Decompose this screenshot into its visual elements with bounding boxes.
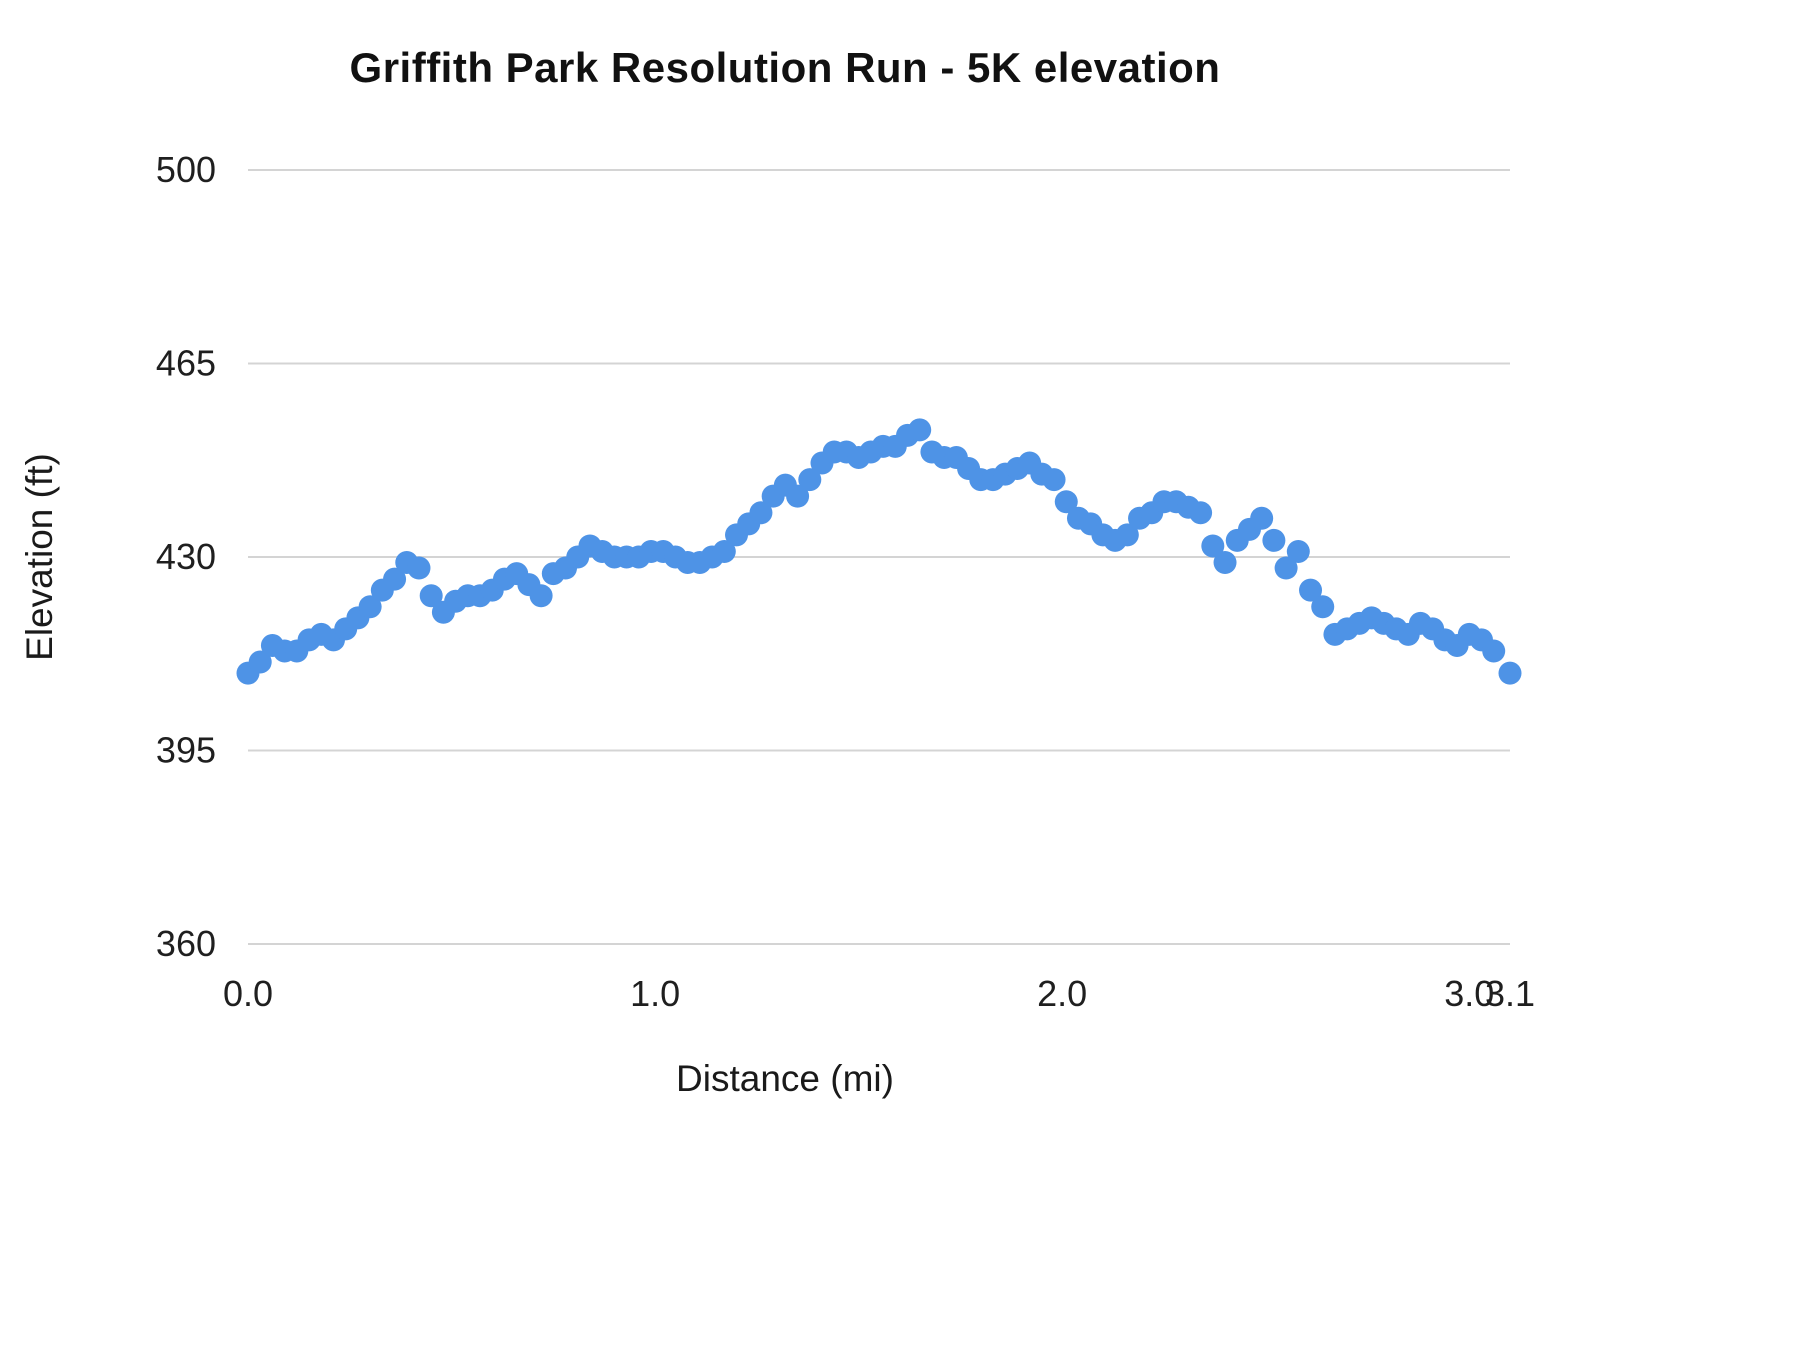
- y-tick-label: 465: [156, 343, 216, 384]
- data-point: [248, 650, 272, 674]
- data-point: [1482, 639, 1506, 663]
- data-point: [1213, 551, 1237, 575]
- data-point: [407, 556, 431, 580]
- data-point: [1274, 556, 1298, 580]
- data-point: [1201, 534, 1225, 558]
- data-point: [1042, 468, 1066, 492]
- data-point: [1311, 595, 1335, 619]
- data-point: [383, 567, 407, 591]
- x-tick-label: 1.0: [630, 973, 680, 1014]
- data-point: [798, 468, 822, 492]
- data-point: [1262, 528, 1286, 552]
- data-point: [1299, 578, 1323, 602]
- y-tick-label: 430: [156, 536, 216, 577]
- x-tick-label: 2.0: [1037, 973, 1087, 1014]
- data-point: [358, 595, 382, 619]
- data-point: [1286, 539, 1310, 563]
- y-tick-label: 395: [156, 730, 216, 771]
- x-tick-label: 3.0: [1444, 973, 1494, 1014]
- data-point: [419, 584, 443, 608]
- x-axis-title: Distance (mi): [676, 1058, 894, 1099]
- chart-title: Griffith Park Resolution Run - 5K elevat…: [349, 44, 1221, 91]
- data-point: [1115, 523, 1139, 547]
- data-point: [529, 584, 553, 608]
- x-tick-label: 0.0: [223, 973, 273, 1014]
- data-point: [712, 539, 736, 563]
- data-point: [908, 418, 932, 442]
- data-point: [749, 501, 773, 525]
- data-point: [786, 484, 810, 508]
- x-tick-label: 3.1: [1485, 973, 1535, 1014]
- data-point: [1250, 506, 1274, 530]
- y-tick-label: 500: [156, 149, 216, 190]
- data-point: [1054, 490, 1078, 514]
- data-point: [1498, 661, 1522, 685]
- data-point: [1189, 501, 1213, 525]
- y-tick-label: 360: [156, 923, 216, 964]
